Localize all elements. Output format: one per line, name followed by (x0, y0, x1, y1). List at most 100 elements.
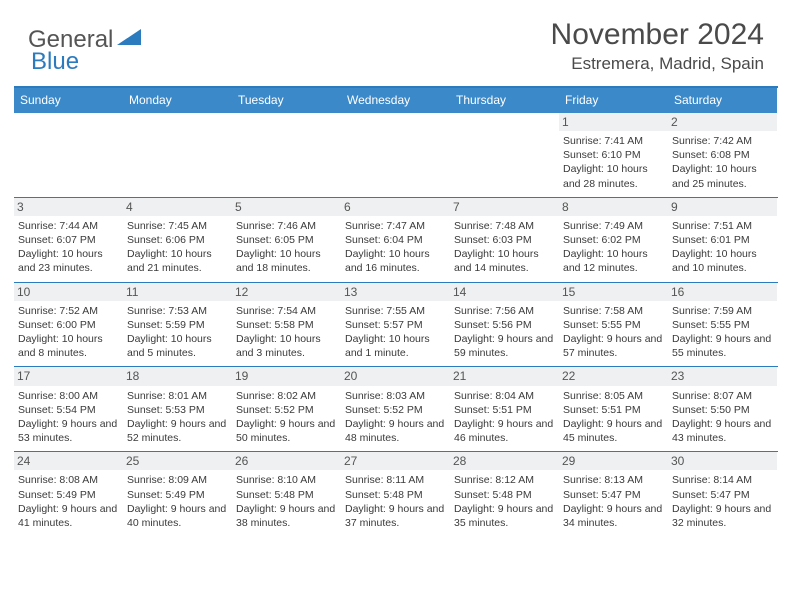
title-block: November 2024 Estremera, Madrid, Spain (551, 18, 764, 74)
day-number: 10 (14, 283, 123, 301)
sunset: Sunset: 6:07 PM (18, 233, 119, 247)
day-info: Sunrise: 7:59 AMSunset: 5:55 PMDaylight:… (672, 304, 773, 361)
sunrise: Sunrise: 8:00 AM (18, 389, 119, 403)
day-info: Sunrise: 7:47 AMSunset: 6:04 PMDaylight:… (345, 219, 446, 276)
sunset: Sunset: 6:02 PM (563, 233, 664, 247)
day-cell: 10 Sunrise: 7:52 AMSunset: 6:00 PMDayligh… (14, 283, 123, 367)
sunset: Sunset: 5:54 PM (18, 403, 119, 417)
sunrise: Sunrise: 7:51 AM (672, 219, 773, 233)
sunset: Sunset: 5:50 PM (672, 403, 773, 417)
day-info: Sunrise: 7:52 AMSunset: 6:00 PMDaylight:… (18, 304, 119, 361)
day-cell: 12 Sunrise: 7:54 AMSunset: 5:58 PMDayligh… (232, 283, 341, 367)
sunset: Sunset: 5:55 PM (672, 318, 773, 332)
sunrise: Sunrise: 7:58 AM (563, 304, 664, 318)
header: General November 2024 Estremera, Madrid,… (0, 0, 792, 78)
day-cell: 11 Sunrise: 7:53 AMSunset: 5:59 PMDayligh… (123, 283, 232, 367)
sunrise: Sunrise: 8:01 AM (127, 389, 228, 403)
day-number: 11 (123, 283, 232, 301)
daylight: Daylight: 9 hours and 40 minutes. (127, 502, 228, 530)
day-number: 4 (123, 198, 232, 216)
day-cell: 7Sunrise: 7:48 AMSunset: 6:03 PMDaylight… (450, 198, 559, 282)
daylight: Daylight: 10 hours and 12 minutes. (563, 247, 664, 275)
day-info: Sunrise: 8:01 AMSunset: 5:53 PMDaylight:… (127, 389, 228, 446)
daylight: Daylight: 9 hours and 55 minutes. (672, 332, 773, 360)
sunrise: Sunrise: 7:44 AM (18, 219, 119, 233)
daylight: Daylight: 10 hours and 28 minutes. (563, 162, 664, 190)
sunrise: Sunrise: 8:10 AM (236, 473, 337, 487)
day-number: 13 (341, 283, 450, 301)
day-cell: 22Sunrise: 8:05 AMSunset: 5:51 PMDayligh… (559, 367, 668, 451)
sunset: Sunset: 5:58 PM (236, 318, 337, 332)
day-number: 29 (559, 452, 668, 470)
day-number: 6 (341, 198, 450, 216)
day-cell: 6 Sunrise: 7:47 AMSunset: 6:04 PMDaylight… (341, 198, 450, 282)
logo-text-2: Blue (31, 48, 79, 76)
day-cell: 28Sunrise: 8:12 AMSunset: 5:48 PMDayligh… (450, 452, 559, 536)
daylight: Daylight: 9 hours and 34 minutes. (563, 502, 664, 530)
week-row: 1 Sunrise: 7:41 AMSunset: 6:10 PMDaylight… (14, 113, 778, 197)
day-header: Tuesday (232, 88, 341, 113)
daylight: Daylight: 10 hours and 1 minute. (345, 332, 446, 360)
location: Estremera, Madrid, Spain (551, 54, 764, 74)
daylight: Daylight: 9 hours and 37 minutes. (345, 502, 446, 530)
daylight: Daylight: 9 hours and 48 minutes. (345, 417, 446, 445)
week-row: 17Sunrise: 8:00 AMSunset: 5:54 PMDayligh… (14, 366, 778, 451)
day-info: Sunrise: 7:54 AMSunset: 5:58 PMDaylight:… (236, 304, 337, 361)
day-cell: 29Sunrise: 8:13 AMSunset: 5:47 PMDayligh… (559, 452, 668, 536)
day-number: 12 (232, 283, 341, 301)
day-cell: 27Sunrise: 8:11 AMSunset: 5:48 PMDayligh… (341, 452, 450, 536)
daylight: Daylight: 9 hours and 53 minutes. (18, 417, 119, 445)
day-header: Thursday (450, 88, 559, 113)
daylight: Daylight: 10 hours and 14 minutes. (454, 247, 555, 275)
day-number: 26 (232, 452, 341, 470)
sunrise: Sunrise: 7:53 AM (127, 304, 228, 318)
sunrise: Sunrise: 8:11 AM (345, 473, 446, 487)
sunrise: Sunrise: 7:52 AM (18, 304, 119, 318)
sunset: Sunset: 6:06 PM (127, 233, 228, 247)
daylight: Daylight: 10 hours and 25 minutes. (672, 162, 773, 190)
sunrise: Sunrise: 8:05 AM (563, 389, 664, 403)
day-info: Sunrise: 8:11 AMSunset: 5:48 PMDaylight:… (345, 473, 446, 530)
day-cell (232, 113, 341, 197)
sunrise: Sunrise: 7:47 AM (345, 219, 446, 233)
day-info: Sunrise: 8:12 AMSunset: 5:48 PMDaylight:… (454, 473, 555, 530)
daylight: Daylight: 9 hours and 43 minutes. (672, 417, 773, 445)
day-number: 15 (559, 283, 668, 301)
sunset: Sunset: 5:51 PM (563, 403, 664, 417)
day-cell: 1 Sunrise: 7:41 AMSunset: 6:10 PMDaylight… (559, 113, 668, 197)
daylight: Daylight: 9 hours and 32 minutes. (672, 502, 773, 530)
day-info: Sunrise: 7:41 AMSunset: 6:10 PMDaylight:… (563, 134, 664, 191)
sunset: Sunset: 5:56 PM (454, 318, 555, 332)
day-info: Sunrise: 7:46 AMSunset: 6:05 PMDaylight:… (236, 219, 337, 276)
day-number: 16 (668, 283, 777, 301)
calendar: Sunday Monday Tuesday Wednesday Thursday… (14, 86, 778, 536)
sunset: Sunset: 5:48 PM (236, 488, 337, 502)
day-cell (123, 113, 232, 197)
day-number: 17 (14, 367, 123, 385)
day-info: Sunrise: 7:58 AMSunset: 5:55 PMDaylight:… (563, 304, 664, 361)
day-number: 30 (668, 452, 777, 470)
daylight: Daylight: 10 hours and 18 minutes. (236, 247, 337, 275)
sunset: Sunset: 5:51 PM (454, 403, 555, 417)
sunrise: Sunrise: 8:13 AM (563, 473, 664, 487)
day-cell: 21Sunrise: 8:04 AMSunset: 5:51 PMDayligh… (450, 367, 559, 451)
day-cell: 23Sunrise: 8:07 AMSunset: 5:50 PMDayligh… (668, 367, 777, 451)
sunrise: Sunrise: 8:08 AM (18, 473, 119, 487)
daylight: Daylight: 10 hours and 8 minutes. (18, 332, 119, 360)
sunset: Sunset: 5:59 PM (127, 318, 228, 332)
day-cell: 8Sunrise: 7:49 AMSunset: 6:02 PMDaylight… (559, 198, 668, 282)
day-number: 2 (668, 113, 777, 131)
daylight: Daylight: 10 hours and 5 minutes. (127, 332, 228, 360)
day-number: 14 (450, 283, 559, 301)
daylight: Daylight: 9 hours and 35 minutes. (454, 502, 555, 530)
day-number: 1 (559, 113, 668, 131)
day-cell: 16 Sunrise: 7:59 AMSunset: 5:55 PMDayligh… (668, 283, 777, 367)
day-number: 9 (668, 198, 777, 216)
day-info: Sunrise: 7:48 AMSunset: 6:03 PMDaylight:… (454, 219, 555, 276)
daylight: Daylight: 10 hours and 16 minutes. (345, 247, 446, 275)
week-row: 3Sunrise: 7:44 AMSunset: 6:07 PMDaylight… (14, 197, 778, 282)
day-cell: 2Sunrise: 7:42 AMSunset: 6:08 PMDaylight… (668, 113, 777, 197)
sunrise: Sunrise: 7:59 AM (672, 304, 773, 318)
day-cell: 18Sunrise: 8:01 AMSunset: 5:53 PMDayligh… (123, 367, 232, 451)
sunrise: Sunrise: 8:12 AM (454, 473, 555, 487)
